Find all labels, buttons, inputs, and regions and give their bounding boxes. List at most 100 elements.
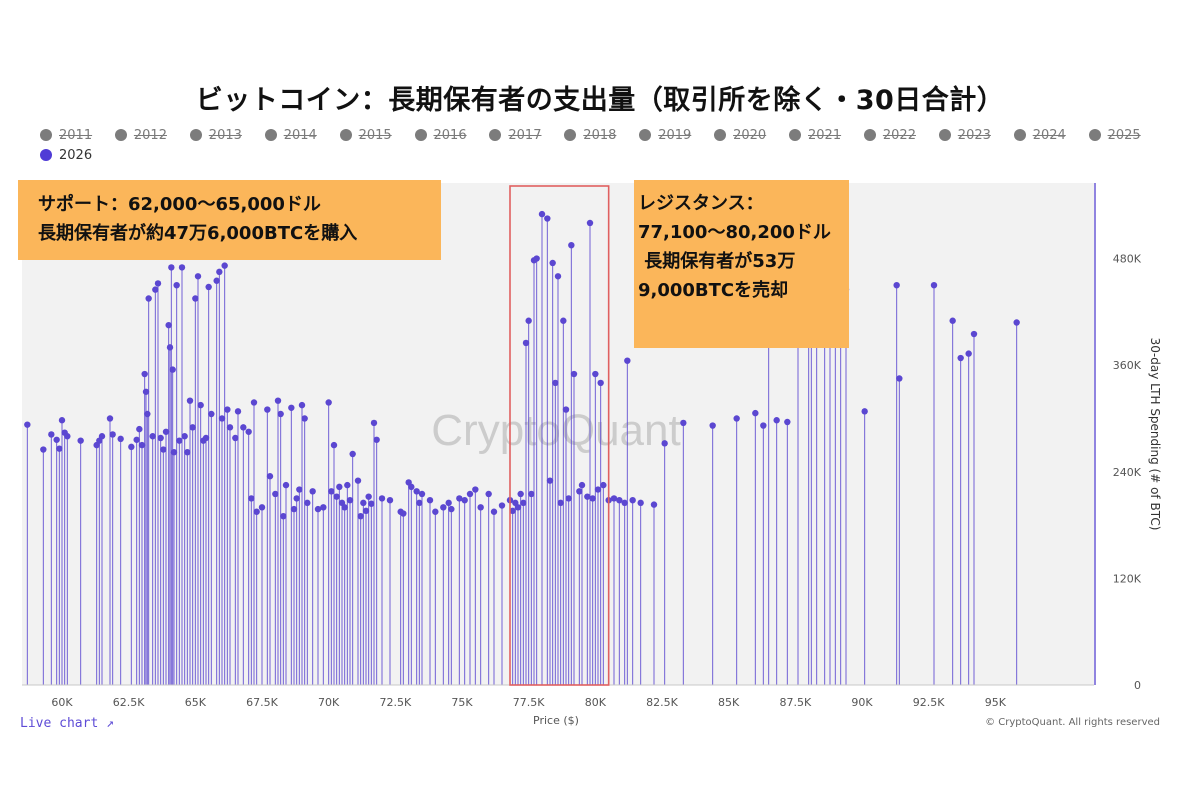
data-point[interactable] (234, 408, 242, 415)
data-point[interactable] (162, 428, 170, 435)
data-point[interactable] (538, 210, 546, 218)
data-point[interactable] (136, 425, 143, 433)
data-point[interactable] (752, 409, 759, 417)
data-point[interactable] (528, 490, 535, 498)
data-point[interactable] (64, 433, 71, 440)
data-point[interactable] (213, 277, 220, 284)
data-point[interactable] (477, 504, 484, 511)
data-point[interactable] (48, 431, 55, 438)
data-point[interactable] (861, 408, 868, 415)
data-point[interactable] (461, 496, 468, 504)
data-point[interactable] (930, 281, 938, 289)
data-point[interactable] (610, 495, 618, 502)
data-point[interactable] (277, 410, 284, 418)
data-point[interactable] (773, 417, 780, 424)
data-point[interactable] (589, 495, 596, 502)
legend-item-2024[interactable]: 2024 (1013, 128, 1066, 143)
data-point[interactable] (173, 281, 180, 289)
data-point[interactable] (170, 449, 178, 456)
data-point[interactable] (189, 424, 196, 431)
data-point[interactable] (360, 499, 367, 507)
data-point[interactable] (896, 375, 903, 382)
legend-item-2015[interactable]: 2015 (339, 128, 392, 143)
data-point[interactable] (181, 433, 188, 440)
data-point[interactable] (264, 406, 271, 413)
data-point[interactable] (413, 488, 420, 495)
data-point[interactable] (432, 508, 439, 515)
data-point[interactable] (546, 477, 554, 484)
data-point[interactable] (309, 488, 316, 495)
data-point[interactable] (40, 446, 47, 453)
data-point[interactable] (250, 399, 258, 406)
data-point[interactable] (733, 415, 740, 422)
data-point[interactable] (557, 499, 564, 507)
data-point[interactable] (1013, 319, 1020, 326)
data-point[interactable] (165, 321, 172, 329)
data-point[interactable] (624, 357, 631, 364)
data-point[interactable] (509, 507, 516, 515)
data-point[interactable] (288, 404, 295, 411)
data-point[interactable] (362, 507, 370, 515)
data-point[interactable] (893, 281, 900, 289)
data-point[interactable] (629, 496, 636, 504)
data-point[interactable] (330, 441, 338, 449)
data-point[interactable] (472, 486, 479, 493)
data-point[interactable] (178, 264, 186, 271)
data-point[interactable] (568, 241, 575, 249)
legend-item-2023[interactable]: 2023 (938, 128, 991, 143)
data-point[interactable] (144, 410, 151, 418)
data-point[interactable] (970, 330, 978, 338)
data-point[interactable] (525, 317, 532, 324)
legend-item-2026[interactable]: 2026 (40, 148, 92, 163)
data-point[interactable] (224, 406, 231, 413)
data-point[interactable] (58, 417, 66, 424)
data-point[interactable] (169, 366, 176, 373)
data-point[interactable] (109, 431, 116, 438)
data-point[interactable] (621, 499, 628, 507)
data-point[interactable] (344, 481, 351, 489)
data-point[interactable] (498, 502, 506, 509)
data-point[interactable] (586, 219, 594, 227)
data-point[interactable] (408, 483, 415, 491)
data-point[interactable] (336, 483, 343, 491)
data-point[interactable] (386, 496, 394, 504)
data-point[interactable] (141, 370, 148, 378)
data-point[interactable] (485, 490, 492, 498)
data-point[interactable] (290, 505, 298, 513)
data-point[interactable] (208, 410, 215, 418)
data-point[interactable] (426, 496, 434, 504)
data-point[interactable] (373, 436, 380, 443)
data-point[interactable] (160, 446, 167, 453)
data-point[interactable] (240, 424, 247, 431)
data-point[interactable] (272, 490, 279, 498)
data-point[interactable] (24, 421, 31, 428)
data-point[interactable] (616, 496, 623, 504)
data-point[interactable] (304, 499, 311, 507)
legend-item-2013[interactable]: 2013 (189, 128, 242, 143)
data-point[interactable] (245, 428, 252, 435)
data-point[interactable] (197, 401, 204, 409)
data-point[interactable] (594, 486, 602, 493)
data-point[interactable] (680, 419, 687, 427)
data-point[interactable] (584, 493, 591, 500)
data-point[interactable] (142, 388, 150, 395)
data-point[interactable] (298, 401, 306, 409)
data-point[interactable] (266, 473, 274, 480)
data-point[interactable] (176, 437, 183, 444)
data-point[interactable] (520, 499, 527, 507)
data-point[interactable] (325, 399, 332, 406)
data-point[interactable] (560, 317, 567, 324)
data-point[interactable] (418, 490, 426, 498)
data-point[interactable] (133, 436, 140, 443)
data-point[interactable] (650, 501, 658, 508)
data-point[interactable] (333, 493, 340, 500)
data-point[interactable] (168, 264, 175, 271)
data-point[interactable] (314, 505, 322, 513)
legend-item-2022[interactable]: 2022 (863, 128, 916, 143)
data-point[interactable] (154, 280, 162, 287)
data-point[interactable] (157, 434, 164, 442)
data-point[interactable] (549, 259, 556, 267)
data-point[interactable] (709, 422, 716, 429)
data-point[interactable] (258, 504, 266, 511)
legend-item-2025[interactable]: 2025 (1088, 128, 1141, 143)
